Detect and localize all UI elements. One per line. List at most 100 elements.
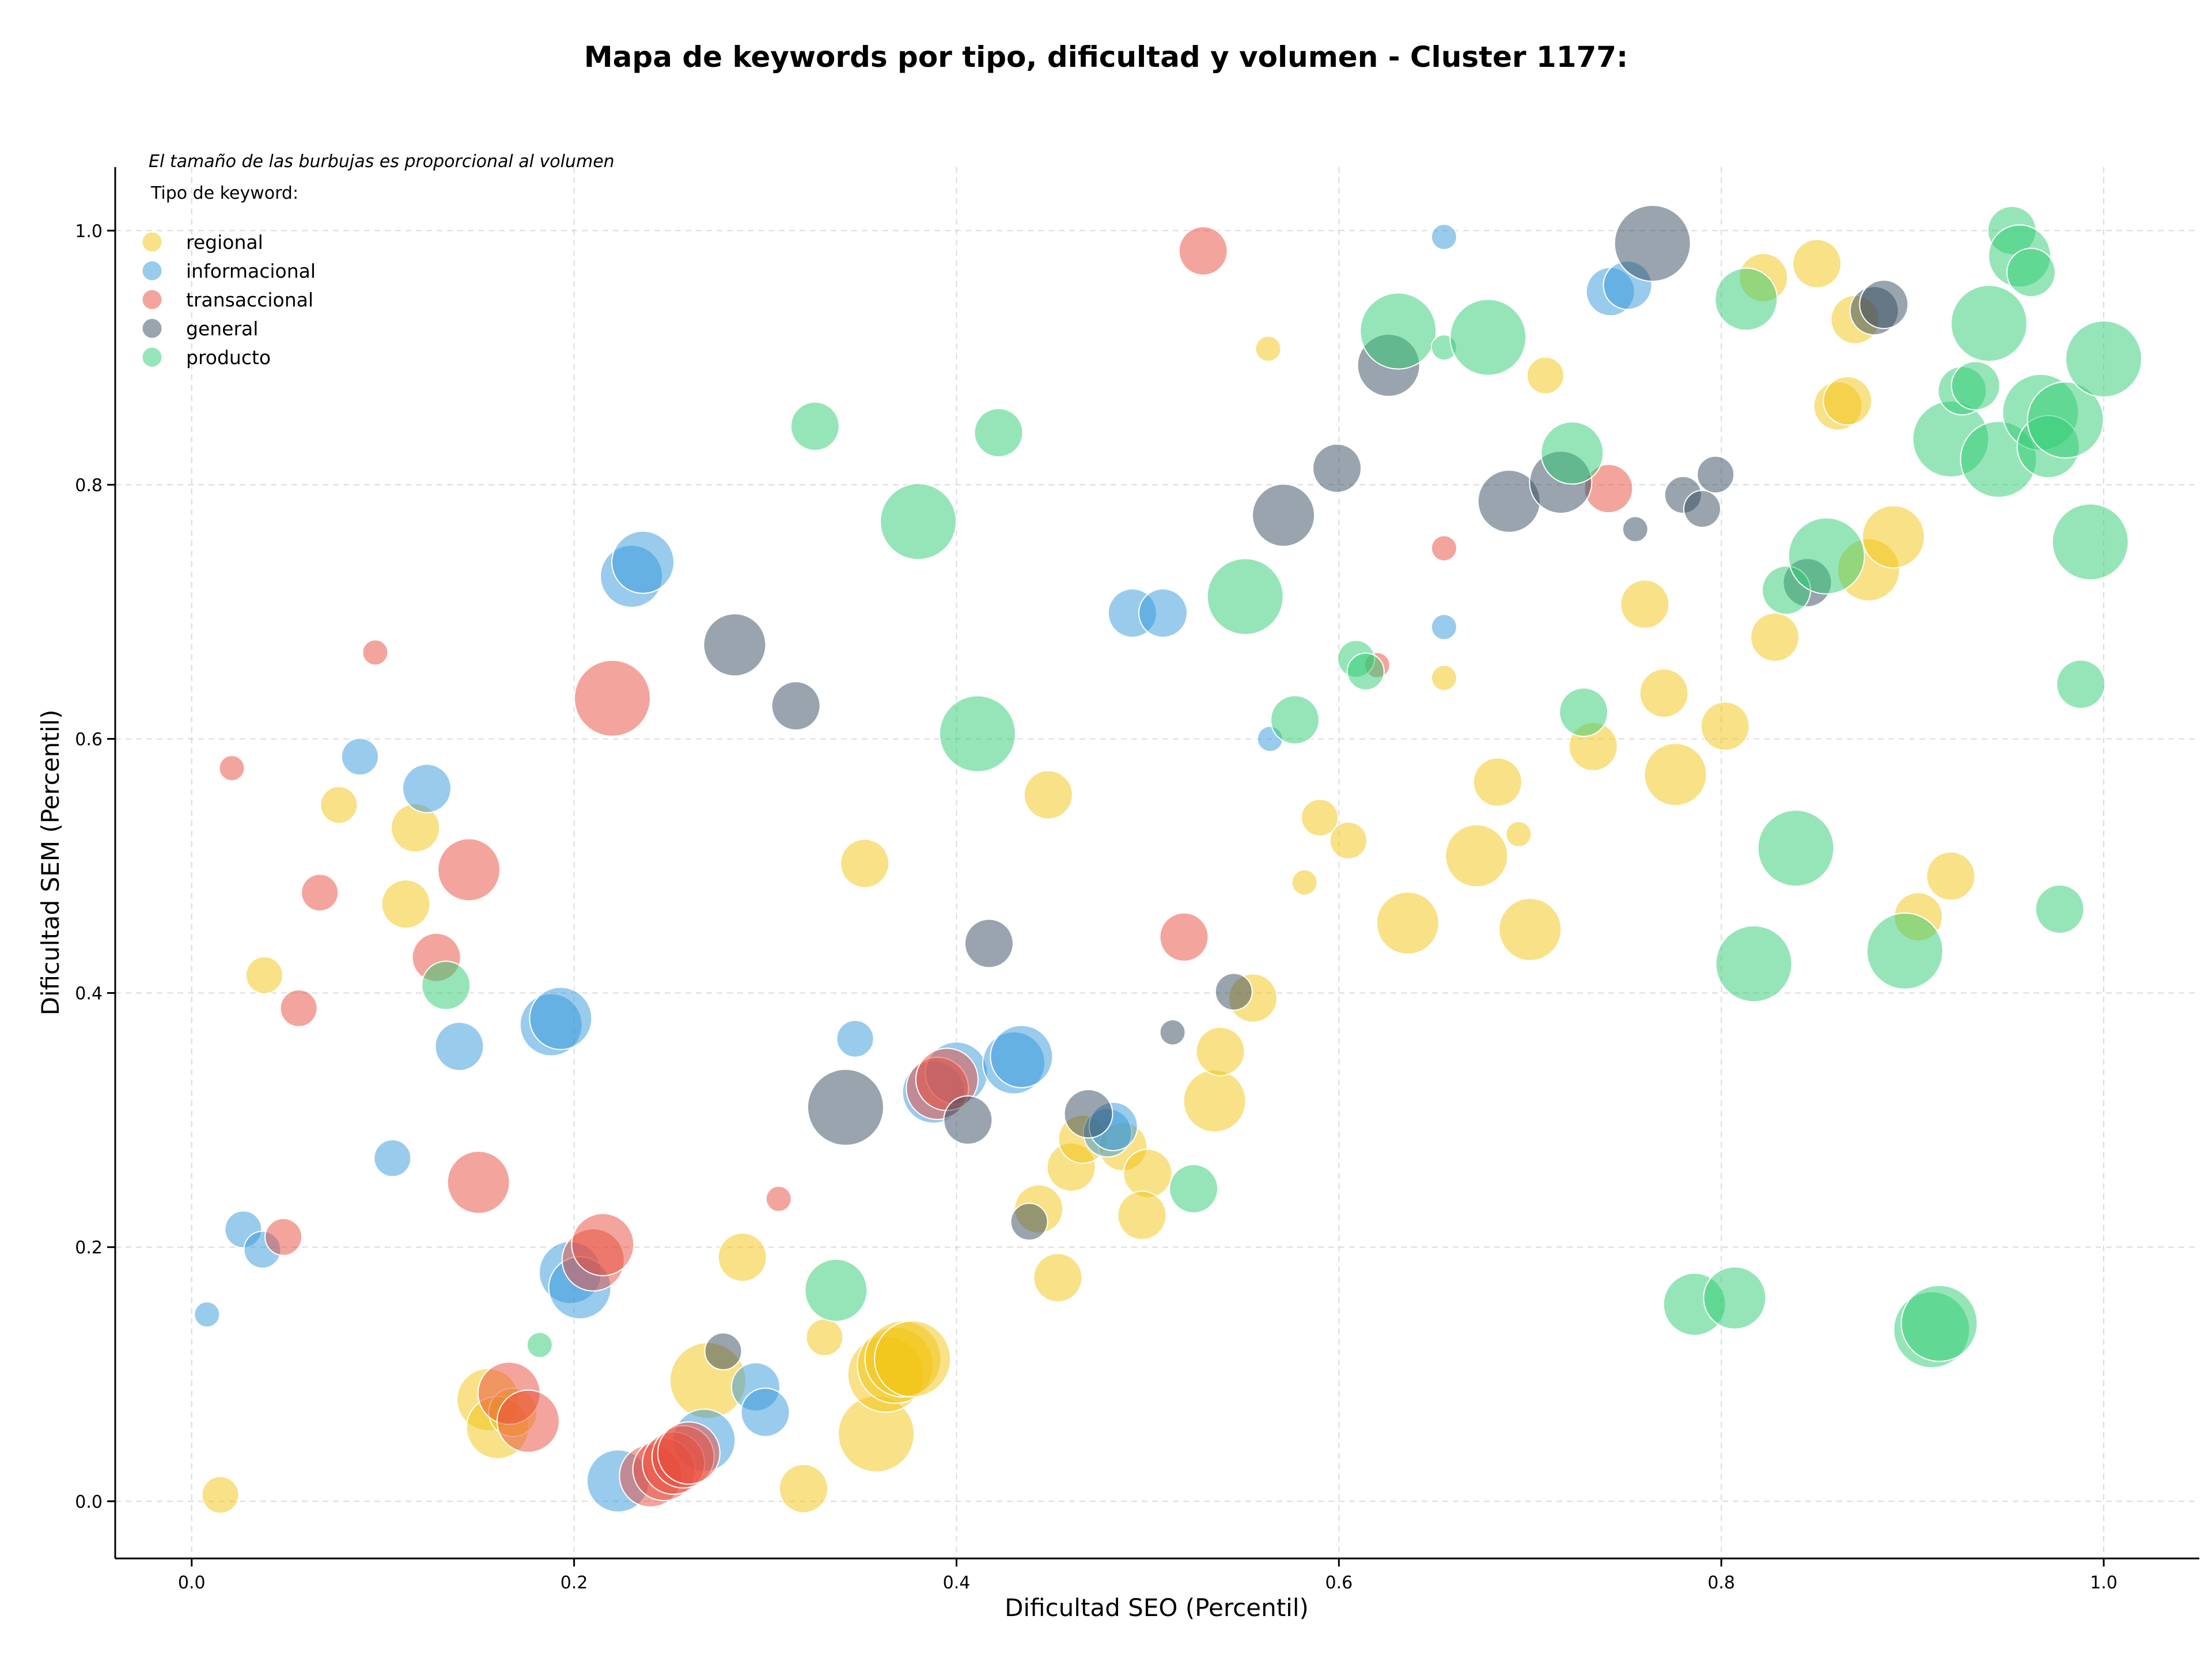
bubble-point-regional [1498,898,1562,962]
y-tick-label: 0.8 [75,475,103,495]
bubble-point-regional [1643,743,1707,807]
bubble-point-informacional [611,530,675,594]
bubble-point-general [1613,205,1691,282]
x-tick-label: 0.4 [943,1573,971,1593]
bubble-point-transaccional [1159,912,1209,962]
series-producto [421,206,2143,1369]
y-tick-label: 0.6 [75,729,103,750]
bubble-point-producto [2006,248,2056,298]
x-axis-ticks: 0.0 0.2 0.4 0.6 0.8 1.0 [178,1558,2118,1593]
bubble-point-regional [1117,1190,1167,1240]
bubble-point-producto [974,407,1024,457]
bubble-point-transaccional [657,1421,721,1485]
bubble-point-general [1159,1019,1186,1046]
x-tick-label: 0.8 [1707,1573,1735,1593]
grid [115,167,2199,1558]
bubble-point-producto [1715,925,1793,1002]
bubble-point-transaccional [574,659,652,737]
bubble-point-producto [804,1258,868,1322]
bubble-point-producto [2056,659,2106,709]
bubble-point-informacional [1430,224,1457,251]
bubble-point-producto [1757,809,1835,887]
bubble-point-producto [1714,267,1778,331]
bubble-point-regional [1291,869,1318,896]
y-tick-label: 0.4 [75,984,103,1004]
bubble-point-general [771,681,821,731]
bubble-point-transaccional [362,639,389,666]
bubble-point-regional [840,838,890,888]
bubble-point-transaccional [496,1389,560,1453]
bubble-point-informacional [740,1387,790,1437]
bubble-point-informacional [836,1019,874,1058]
legend-marker-transaccional [142,289,162,310]
legend-marker-general [142,318,162,339]
legend-label-general: general [186,317,258,340]
y-tick-label: 1.0 [75,221,103,241]
bubble-point-transaccional [571,1213,635,1277]
bubble-point-transaccional [446,1151,510,1214]
bubble-point-regional [874,1320,952,1398]
bubble-point-general [1622,516,1649,543]
bubble-point-regional [1329,821,1368,860]
bubble-point-producto [1703,1266,1767,1330]
bubble-point-regional [1639,668,1689,718]
bubble-point-regional [1033,1253,1083,1303]
legend-label-transaccional: transaccional [186,289,313,311]
bubble-point-general [703,613,767,677]
bubble-point-producto [1900,1284,1978,1362]
bubble-point-informacional [1138,588,1188,638]
bubble-point-regional [805,1318,844,1357]
bubble-point-producto [1449,298,1527,376]
bubble-point-regional [1123,1148,1173,1198]
series-general [703,205,1909,1371]
bubble-point-general [1063,1089,1113,1139]
bubble-point-regional [1301,799,1339,837]
bubble-point-general [1859,279,1909,330]
bubble-point-regional [1792,239,1842,289]
bubble-point-regional [1750,612,1800,663]
bubble-point-transaccional [279,989,318,1028]
bubble-point-general [1312,443,1362,493]
x-axis-label: Dificultad SEO (Percentil) [1005,1594,1309,1622]
bubble-point-producto [938,695,1016,773]
bubble-point-transaccional [1430,535,1457,562]
x-tick-label: 0.2 [560,1573,588,1593]
chart-title: Mapa de keywords por tipo, dificultad y … [584,40,1628,74]
legend-label-informacional: informacional [186,260,316,282]
bubble-point-producto [2051,503,2129,581]
series-transaccional [218,226,1634,1508]
bubble-point-transaccional [1178,226,1228,276]
bubble-point-general [943,1095,993,1145]
bubble-point-general [806,1069,884,1147]
bubble-point-regional [245,956,283,994]
bubble-point-regional [1861,505,1925,569]
bubble-point-general [964,918,1014,968]
bubble-point-regional [1700,701,1750,751]
bubble-point-informacional [529,986,593,1050]
bubble-point-producto [1206,558,1284,635]
y-axis-ticks: 0.0 0.2 0.4 0.6 0.8 1.0 [75,221,115,1512]
legend-marker-regional [142,232,162,252]
bubble-point-general [1214,973,1253,1011]
bubble-point-transaccional [218,755,245,782]
bubble-point-informacional [990,1024,1054,1088]
bubble-point-producto [1559,687,1609,737]
bubble-point-producto [2035,884,2085,934]
bubble-point-general [1683,490,1721,528]
bubble-point-transaccional [437,838,501,902]
bubble-point-transaccional [301,873,339,912]
legend-marker-informacional [142,260,162,281]
x-tick-label: 1.0 [2090,1573,2118,1593]
x-tick-label: 0.6 [1325,1573,1353,1593]
bubbles [194,205,2143,1514]
x-tick-label: 0.0 [178,1573,206,1593]
bubble-point-general [704,1332,743,1371]
bubble-point-regional [1023,770,1073,820]
bubble-point-regional [1255,335,1282,362]
bubble-point-producto [1866,912,1944,990]
legend-entries: regional informacional transaccional genera… [142,231,316,369]
bubble-point-producto [790,401,840,451]
bubble-point-regional [201,1475,240,1514]
bubble-point-general [1696,455,1735,494]
bubble-point-regional [1505,820,1532,847]
